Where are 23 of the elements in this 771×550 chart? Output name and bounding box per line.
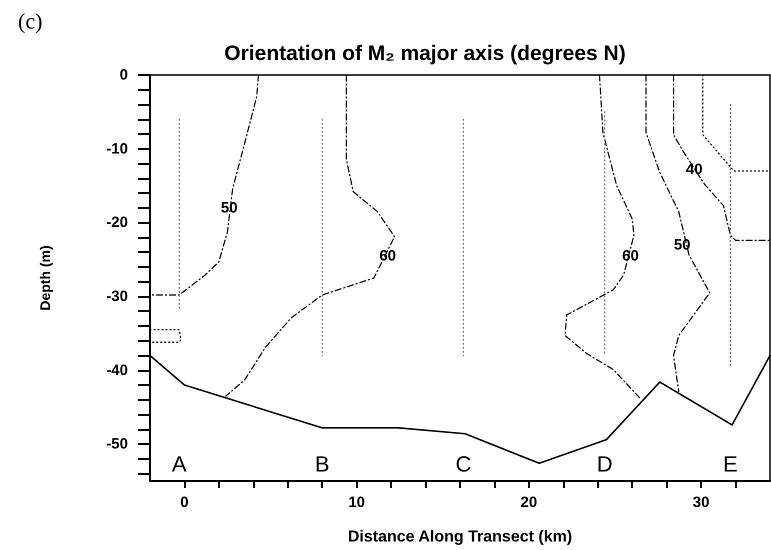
text: E	[723, 452, 738, 476]
y-tick-label: -30	[106, 288, 128, 305]
y-tick-label: -50	[106, 436, 128, 453]
text: (c)	[18, 8, 42, 34]
y-tick-label: 0	[120, 66, 128, 84]
x-tick-label: 10	[348, 494, 366, 511]
annotation: 60	[379, 247, 396, 264]
x-tick-label: 0	[180, 494, 189, 511]
text: B	[314, 452, 330, 476]
text: A	[172, 452, 187, 476]
y-tick-label: -20	[106, 214, 128, 232]
text: C	[456, 452, 472, 476]
x-tick-label: 30	[692, 494, 710, 511]
annotation: 50	[220, 199, 238, 216]
y-tick-label: -10	[106, 140, 128, 158]
x-axis-title: Distance Along Transect (km)	[348, 528, 572, 546]
text: D	[596, 452, 613, 476]
y-axis-title: Depth (m)	[37, 245, 53, 311]
chart-title: Orientation of M₂ major axis (degrees N)	[224, 42, 626, 65]
x-tick-label: 20	[520, 494, 538, 511]
annotation: 60	[622, 247, 639, 264]
annotation: 50	[674, 236, 691, 254]
y-tick-label: -40	[106, 362, 128, 379]
